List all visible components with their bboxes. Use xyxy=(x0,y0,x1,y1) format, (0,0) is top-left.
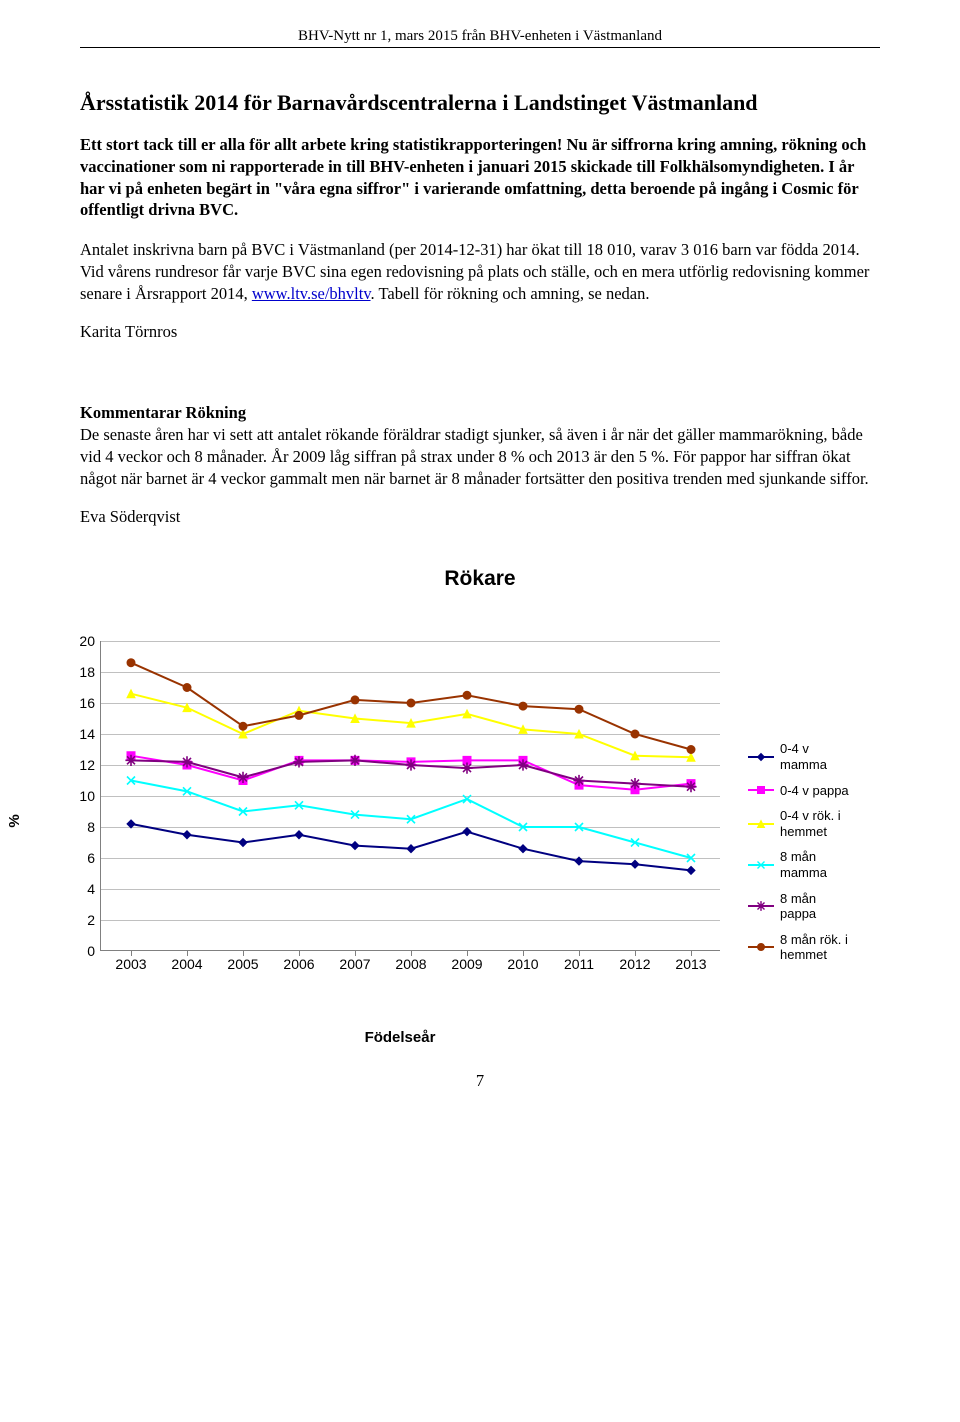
series-marker xyxy=(463,692,471,700)
legend-swatch xyxy=(748,789,774,791)
legend-item: 0-4 v pappa xyxy=(748,783,853,799)
x-tick-label: 2013 xyxy=(675,956,706,972)
series-marker xyxy=(573,775,584,786)
x-axis-title: Födelseår xyxy=(365,1029,436,1046)
y-tick-label: 12 xyxy=(65,757,95,773)
author-1: Karita Törnros xyxy=(80,322,880,342)
y-tick-label: 4 xyxy=(65,881,95,897)
x-tick-label: 2010 xyxy=(507,956,538,972)
paragraph-1: Ett stort tack till er alla för allt arb… xyxy=(80,134,880,221)
page: BHV-Nytt nr 1, mars 2015 från BHV-enhete… xyxy=(0,0,960,1131)
chart-container: % 02468101214161820200320042005200620072… xyxy=(60,641,880,1001)
series-marker xyxy=(631,730,639,738)
series-marker xyxy=(629,778,640,789)
series-marker xyxy=(575,858,583,866)
series-marker xyxy=(631,861,639,869)
series-marker xyxy=(687,746,695,754)
x-tick-label: 2004 xyxy=(171,956,202,972)
legend-label: 8 mån pappa xyxy=(780,891,853,922)
chart-title: Rökare xyxy=(80,567,880,591)
series-marker xyxy=(125,755,136,766)
legend-label: 0-4 v pappa xyxy=(780,783,849,799)
series-marker xyxy=(517,760,528,771)
page-title: Årsstatistik 2014 för Barnavårdscentrale… xyxy=(80,90,880,116)
series-marker xyxy=(349,755,360,766)
series-marker xyxy=(407,699,415,707)
series-marker xyxy=(519,845,527,853)
y-tick-label: 16 xyxy=(65,695,95,711)
chart-svg xyxy=(101,641,721,951)
y-axis-title: % xyxy=(6,815,23,828)
x-tick-label: 2005 xyxy=(227,956,258,972)
legend-swatch xyxy=(748,823,774,825)
series-marker xyxy=(127,659,135,667)
series-marker xyxy=(685,782,696,793)
series-marker xyxy=(405,760,416,771)
x-tick-label: 2011 xyxy=(564,956,594,972)
running-header: BHV-Nytt nr 1, mars 2015 från BHV-enhete… xyxy=(80,28,880,45)
author-2: Eva Söderqvist xyxy=(80,507,880,527)
paragraph-2: Antalet inskrivna barn på BVC i Västmanl… xyxy=(80,239,880,304)
x-tick-label: 2012 xyxy=(619,956,650,972)
series-marker xyxy=(237,772,248,783)
series-marker xyxy=(463,828,471,836)
y-tick-label: 18 xyxy=(65,664,95,680)
series-marker xyxy=(295,712,303,720)
series-marker xyxy=(127,820,135,828)
legend-swatch xyxy=(748,864,774,866)
legend-item: 8 mån mamma xyxy=(748,849,853,880)
series-marker xyxy=(351,842,359,850)
series-marker xyxy=(181,757,192,768)
legend-label: 8 mån mamma xyxy=(780,849,853,880)
legend-item: 8 mån rök. i hemmet xyxy=(748,932,853,963)
x-tick-label: 2007 xyxy=(339,956,370,972)
legend-swatch xyxy=(748,946,774,948)
series-marker xyxy=(575,706,583,714)
x-tick-label: 2009 xyxy=(451,956,482,972)
series-marker xyxy=(687,867,695,875)
x-tick-label: 2006 xyxy=(283,956,314,972)
series-marker xyxy=(239,839,247,847)
subheading-rokning: Kommentarar Rökning xyxy=(80,403,246,422)
legend-swatch xyxy=(748,756,774,758)
legend-swatch xyxy=(748,905,774,907)
series-marker xyxy=(239,723,247,731)
paragraph-3-block: Kommentarar Rökning De senaste åren har … xyxy=(80,402,880,489)
series-marker xyxy=(461,763,472,774)
page-number: 7 xyxy=(80,1071,880,1091)
paragraph-2b: . Tabell för rökning och amning, se neda… xyxy=(371,284,650,303)
y-tick-label: 10 xyxy=(65,788,95,804)
series-marker xyxy=(519,703,527,711)
paragraph-3: De senaste åren har vi sett att antalet … xyxy=(80,425,869,488)
series-marker xyxy=(183,684,191,692)
legend: 0-4 v mamma 0-4 v pappa 0-4 v rök. i hemme… xyxy=(748,741,853,973)
legend-label: 0-4 v rök. i hemmet xyxy=(780,808,853,839)
series-marker xyxy=(351,696,359,704)
legend-item: 8 mån pappa xyxy=(748,891,853,922)
plot-area: 0246810121416182020032004200520062007200… xyxy=(100,641,720,951)
y-tick-label: 8 xyxy=(65,819,95,835)
series-marker xyxy=(295,831,303,839)
x-tick-label: 2003 xyxy=(115,956,146,972)
legend-label: 0-4 v mamma xyxy=(780,741,853,772)
y-tick-label: 20 xyxy=(65,633,95,649)
series-marker xyxy=(407,845,415,853)
y-tick-label: 6 xyxy=(65,850,95,866)
chart-figure: % 02468101214161820200320042005200620072… xyxy=(60,641,740,1001)
x-tick-label: 2008 xyxy=(395,956,426,972)
y-tick-label: 2 xyxy=(65,912,95,928)
legend-label: 8 mån rök. i hemmet xyxy=(780,932,853,963)
y-tick-label: 0 xyxy=(65,943,95,959)
series-marker xyxy=(239,730,247,738)
link-bhvltv[interactable]: www.ltv.se/bhvltv xyxy=(252,284,371,303)
legend-item: 0-4 v mamma xyxy=(748,741,853,772)
series-marker xyxy=(183,831,191,839)
series-marker xyxy=(293,757,304,768)
legend-item: 0-4 v rök. i hemmet xyxy=(748,808,853,839)
y-tick-label: 14 xyxy=(65,726,95,742)
header-divider xyxy=(80,47,880,48)
